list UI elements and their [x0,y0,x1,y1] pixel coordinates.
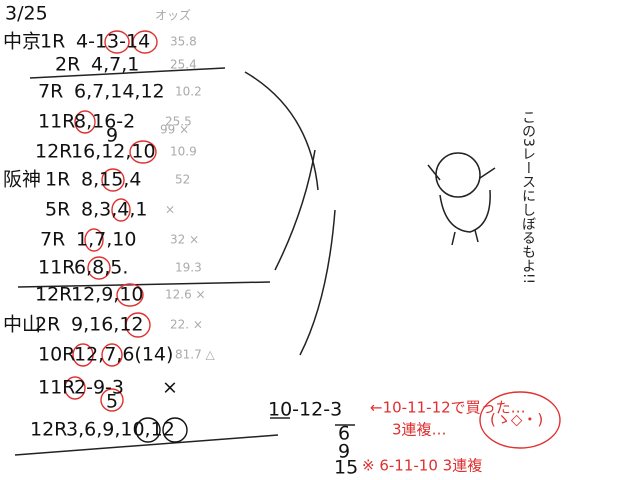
bracket-curve [244,71,319,191]
circles [64,30,561,449]
odds: 35.8 [170,35,197,49]
bracket-curve [274,149,316,271]
red-note: ※ 6-11-10 3連複 [362,457,482,475]
picks: 16,12,10 [71,141,156,163]
picks: 8,16-2 [74,111,135,133]
odds: 25.5 [165,115,192,129]
red-note: 3連複… [392,421,447,439]
race: 11R [38,257,75,279]
race: 12R [35,141,72,163]
picks: 6,7,14,12 [74,81,165,103]
race: 11R [38,111,75,133]
separator [17,281,271,288]
venue: 中山 [3,314,41,336]
race: 11R [38,377,75,399]
formation-lines [270,417,355,426]
odds: 52 [175,173,190,187]
odds: 10.2 [175,85,202,99]
odds: × [165,203,175,217]
date: 3/25 [5,3,48,25]
limbs [427,164,496,246]
race: 12R [30,419,67,441]
separator [29,67,226,79]
venue: 阪神 [3,169,41,191]
race: 1R [45,169,70,191]
race: 1R [40,31,65,53]
picks: 2-9-3 [74,377,124,399]
odds: 22. × [170,318,203,332]
formation: 10-12-3 [268,399,342,421]
picks: 1,7,10 [76,229,136,251]
black-circles [135,417,188,443]
odds: 25.4 [170,58,197,72]
race: 2R [35,314,60,336]
red-note: ←10-11-12で買った… [370,399,526,417]
picks: 6,8,5. [74,257,128,279]
formation: 9 [338,441,350,463]
vertical-note: この3レースにしぼるもよ!! [520,110,536,284]
sub-pick: 9 [106,125,118,147]
venue: 中京 [3,31,41,53]
sub-note: × [162,377,178,399]
doodles [14,67,496,456]
picks: 3,6,9,10,12 [66,419,175,441]
odds: 10.9 [170,145,197,159]
race: 12R [35,284,72,306]
picks: 12,7,6(14) [74,344,173,366]
race: 7R [40,229,65,251]
race: 7R [38,81,63,103]
face-note: (ゝ◇・) [490,411,543,429]
body [439,189,491,233]
race: 10R [38,344,75,366]
formation: 15 [334,457,358,479]
odds: 81.7 △ [175,348,216,362]
picks: 8,3,4,1 [81,199,147,221]
sub-pick: 5 [106,391,118,413]
odds: 32 × [170,233,199,247]
odds-header: オッズ [155,8,191,23]
odds: 19.3 [175,261,202,275]
odds: 12.6 × [165,288,206,302]
bracket-curve [299,209,336,356]
picks: 4,7,1 [91,54,139,76]
picks: 4-13-14 [76,31,150,53]
formation: 6 [338,423,350,445]
picks: 12,9,10 [71,284,144,306]
picks: 9,16,12 [71,314,144,336]
race: 2R [55,54,80,76]
race: 5R [45,199,70,221]
separator [14,434,279,456]
picks: 8,15,4 [81,169,141,191]
sub-note: 99 × [160,123,189,137]
